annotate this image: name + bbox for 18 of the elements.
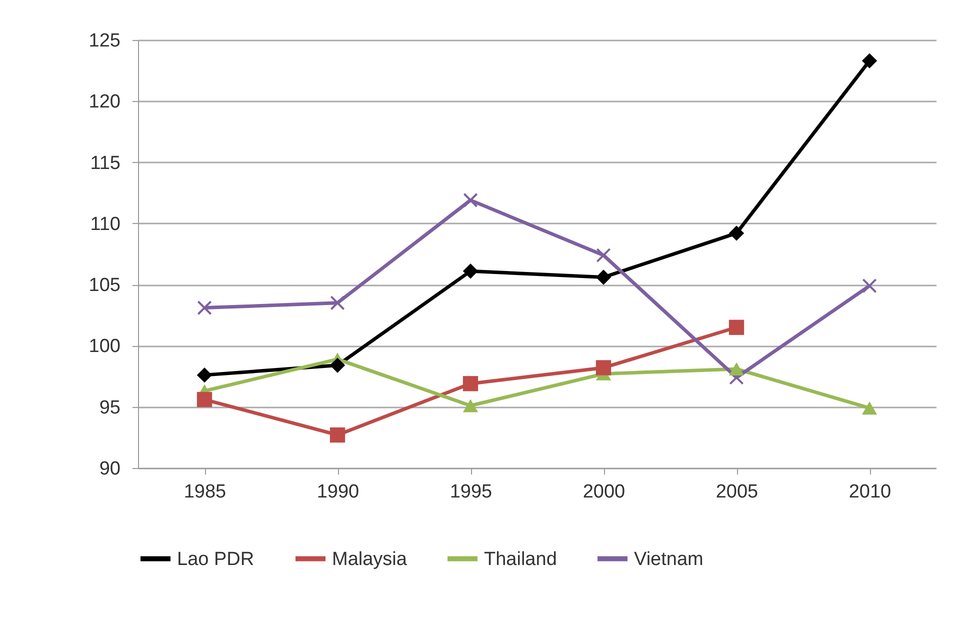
x-tick-label: 2010 <box>848 482 892 502</box>
x-tick-label: 2000 <box>582 482 626 502</box>
legend-label: Lao PDR <box>177 548 254 570</box>
x-tick-label: 2005 <box>716 482 758 502</box>
legend-label: Thailand <box>484 548 557 570</box>
legend-label: Malaysia <box>332 548 408 570</box>
x-tick-label: 1985 <box>184 482 226 502</box>
y-tick-label: 120 <box>88 92 120 113</box>
y-tick-label: 100 <box>88 336 120 358</box>
x-tick-label: 1990 <box>316 482 360 502</box>
y-tick-label: 105 <box>88 275 120 296</box>
x-tick-label: 1995 <box>450 482 492 502</box>
y-tick-label: 110 <box>90 214 120 235</box>
y-tick-label: 90 <box>99 458 120 480</box>
y-tick-label: 125 <box>88 30 120 52</box>
y-tick-label: 95 <box>99 397 120 418</box>
y-tick-label: 115 <box>90 152 120 174</box>
legend-label: Vietnam <box>634 548 704 570</box>
